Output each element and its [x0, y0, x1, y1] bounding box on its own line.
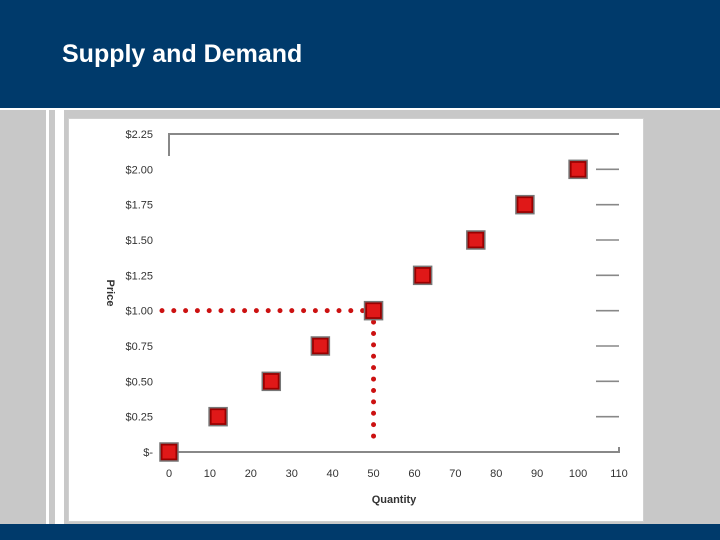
y-tick-label: $0.75 [125, 341, 153, 353]
y-tick-label: $1.25 [125, 270, 153, 282]
header-bar [0, 0, 720, 108]
y-tick-label: $2.00 [125, 164, 153, 176]
data-point-fill [162, 445, 176, 459]
y-tick-label: $1.50 [125, 235, 153, 247]
x-tick-label: 70 [449, 468, 461, 480]
data-point [363, 300, 384, 321]
data-point-fill [264, 374, 278, 388]
y-tick-label: $2.25 [125, 129, 153, 141]
y-tick-label: $- [143, 447, 153, 459]
y-tick-label: $0.50 [125, 376, 153, 388]
data-point-fill [416, 268, 430, 282]
left-rule [46, 108, 49, 524]
reference-lines [159, 308, 377, 443]
x-tick-label: 0 [166, 468, 172, 480]
data-points [159, 159, 588, 462]
axis-lines [168, 133, 620, 453]
y-axis-title: Price [104, 280, 116, 307]
data-point [310, 336, 331, 356]
left-rule [55, 108, 64, 524]
x-tick-label: 10 [204, 468, 216, 480]
data-point-fill [469, 233, 483, 247]
data-point-fill [571, 162, 585, 176]
x-tick-label: 110 [610, 468, 628, 480]
data-point [261, 371, 282, 392]
top-axis-line [168, 133, 619, 156]
x-tick-label: 50 [367, 468, 379, 480]
x-tick-label: 40 [327, 468, 339, 480]
x-tick-label: 90 [531, 468, 543, 480]
data-point-fill [367, 304, 381, 318]
data-point [208, 406, 228, 427]
x-tick-label: 80 [490, 468, 502, 480]
data-point [466, 230, 486, 250]
x-tick-label: 30 [286, 468, 298, 480]
data-point-fill [313, 339, 327, 353]
slide-title: Supply and Demand [62, 40, 303, 68]
x-tick-label: 100 [569, 468, 587, 480]
x-tick-label: 20 [245, 468, 257, 480]
x-tick-label: 60 [408, 468, 420, 480]
bottom-axis-line [169, 447, 620, 453]
scatter-chart: $- $0.25 $0.50 $0.75 $1.00 $1.25 $1.50 $1.75 $2.… [104, 129, 628, 506]
data-point [515, 194, 535, 215]
data-point-fill [518, 198, 532, 212]
data-point [568, 159, 588, 180]
data-point [412, 265, 433, 286]
footer-bar [0, 524, 720, 540]
x-axis-title: Quantity [372, 494, 417, 506]
chart-frame: $- $0.25 $0.50 $0.75 $1.00 $1.25 $1.50 $1.75 $2.… [68, 118, 644, 522]
x-tick-labels: 0 10 20 30 40 50 60 70 80 90 100 110 [166, 468, 628, 480]
y-tick-label: $0.25 [125, 412, 153, 424]
data-point [159, 442, 179, 462]
y-tick-label: $1.75 [125, 200, 153, 212]
y-tick-labels: $- $0.25 $0.50 $0.75 $1.00 $1.25 $1.50 $1.75 $2.… [125, 129, 153, 459]
data-point-fill [211, 410, 225, 424]
y-tick-label: $1.00 [125, 306, 153, 318]
